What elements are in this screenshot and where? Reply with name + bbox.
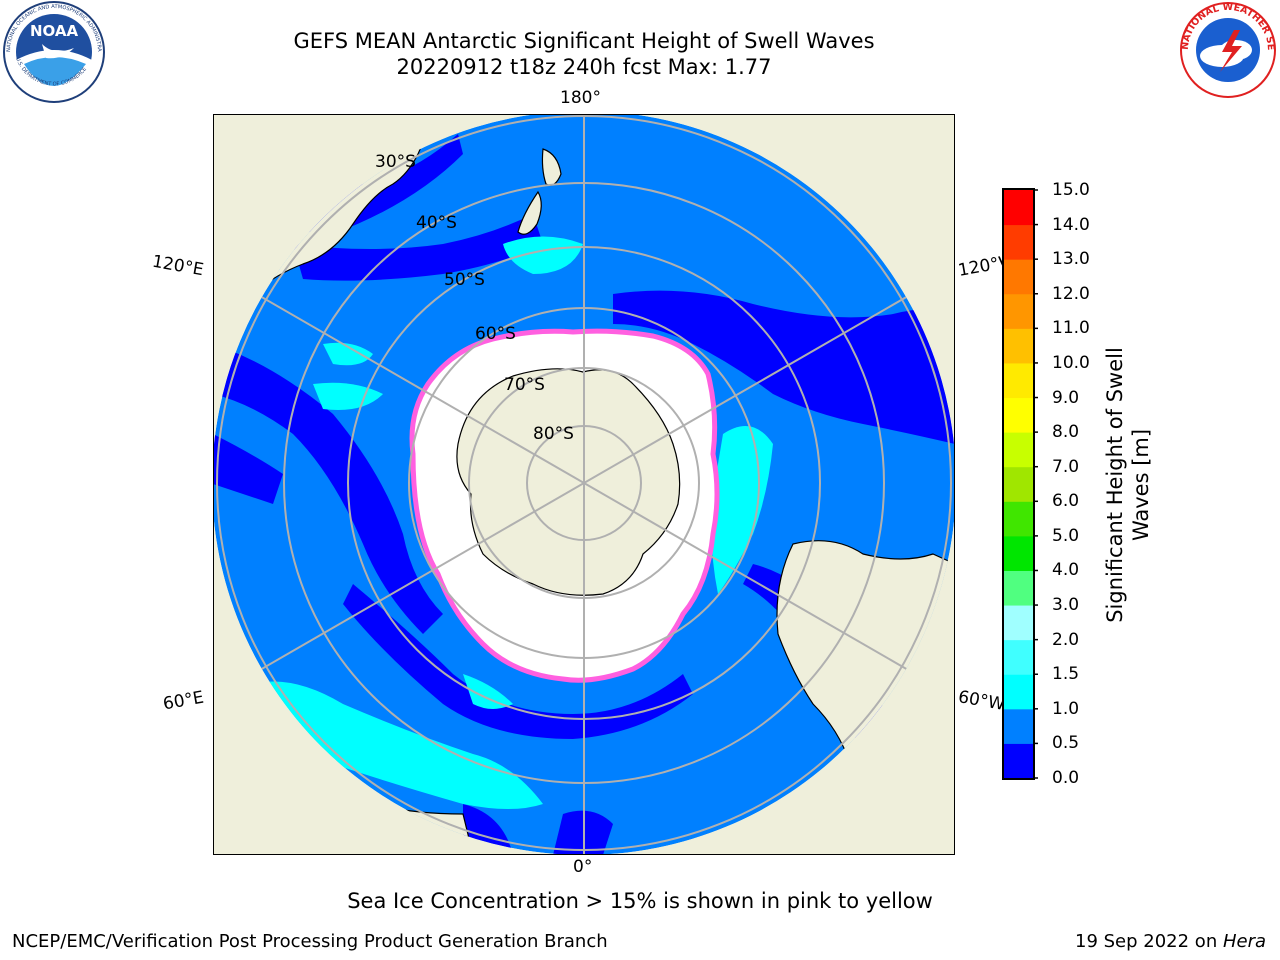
colorbar-tick-label: 4.0 bbox=[1052, 560, 1080, 581]
colorbar-tick-label: 0.5 bbox=[1052, 733, 1080, 754]
noaa-logo: NOAA NATIONAL OCEANIC AND ATMOSPHERIC AD… bbox=[2, 0, 105, 103]
colorbar-tick-label: 5.0 bbox=[1052, 525, 1080, 546]
lon-label-0: 0° bbox=[573, 857, 593, 877]
colorbar-tick-label: 13.0 bbox=[1052, 249, 1090, 270]
colorbar-tick-label: 1.5 bbox=[1052, 664, 1080, 685]
colorbar-tick-label: 14.0 bbox=[1052, 214, 1090, 235]
colorbar-tick-label: 6.0 bbox=[1052, 491, 1080, 512]
lat-label-50s: 50°S bbox=[444, 270, 485, 290]
footer-machine: Hera bbox=[1222, 931, 1266, 952]
colorbar-tick-label: 10.0 bbox=[1052, 352, 1090, 373]
sea-ice-caption: Sea Ice Concentration > 15% is shown in … bbox=[347, 889, 933, 913]
lat-label-40s: 40°S bbox=[416, 213, 457, 233]
meridian-lines bbox=[213, 114, 955, 855]
colorbar-tick-label: 3.0 bbox=[1052, 595, 1080, 616]
colorbar-tick-label: 12.0 bbox=[1052, 283, 1090, 304]
colorbar-band bbox=[1004, 674, 1033, 710]
title-line-2: 20220912 t18z 240h fcst Max: 1.77 bbox=[396, 55, 772, 79]
lon-label-60w: 60°W bbox=[956, 687, 1007, 715]
colorbar-band bbox=[1004, 328, 1033, 364]
colorbar-band bbox=[1004, 224, 1033, 260]
colorbar-band bbox=[1004, 432, 1033, 468]
lat-label-60s: 60°S bbox=[475, 324, 516, 344]
lat-label-70s: 70°S bbox=[504, 375, 545, 395]
colorbar-band bbox=[1004, 501, 1033, 537]
colorbar-band bbox=[1004, 639, 1033, 675]
colorbar-tick-label: 0.0 bbox=[1052, 768, 1080, 788]
lon-label-180: 180° bbox=[560, 88, 601, 108]
colorbar-band bbox=[1004, 190, 1033, 226]
colorbar bbox=[1002, 188, 1038, 780]
footer-branch: NCEP/EMC/Verification Post Processing Pr… bbox=[12, 931, 608, 952]
colorbar-band bbox=[1004, 362, 1033, 399]
footer-date: 19 Sep 2022 on Hera bbox=[1075, 931, 1266, 952]
colorbar-band bbox=[1004, 397, 1033, 433]
colorbar-tick-label: 2.0 bbox=[1052, 629, 1080, 650]
title-line-1: GEFS MEAN Antarctic Significant Height o… bbox=[293, 29, 875, 53]
colorbar-border bbox=[1002, 188, 1035, 780]
colorbar-tick-label: 1.0 bbox=[1052, 698, 1080, 719]
noaa-logo-text: NOAA bbox=[30, 22, 79, 40]
colorbar-band bbox=[1004, 605, 1033, 641]
colorbar-tick-label: 15.0 bbox=[1052, 180, 1090, 200]
colorbar-tick-label: 9.0 bbox=[1052, 387, 1080, 408]
lat-label-80s: 80°S bbox=[533, 424, 574, 444]
colorbar-band bbox=[1004, 570, 1033, 606]
lon-label-60e: 60°E bbox=[161, 687, 206, 715]
colorbar-label: Significant Height of Swell Waves [m] bbox=[1102, 347, 1154, 623]
lon-label-120e: 120°E bbox=[150, 251, 206, 281]
colorbar-band bbox=[1004, 708, 1033, 744]
colorbar-band bbox=[1004, 743, 1033, 779]
colorbar-band bbox=[1004, 293, 1033, 329]
nws-logo: NATIONAL WEATHER SERVICE bbox=[1178, 0, 1276, 98]
colorbar-tick-label: 8.0 bbox=[1052, 422, 1080, 443]
lat-label-30s: 30°S bbox=[375, 152, 416, 172]
colorbar-label-line2: Waves [m] bbox=[1129, 428, 1153, 542]
colorbar-label-line1: Significant Height of Swell bbox=[1103, 347, 1127, 623]
colorbar-band bbox=[1004, 259, 1033, 295]
colorbar-band bbox=[1004, 535, 1033, 571]
footer-date-text: 19 Sep 2022 on bbox=[1075, 931, 1223, 952]
polar-map bbox=[213, 114, 955, 855]
colorbar-tick-label: 7.0 bbox=[1052, 456, 1080, 477]
colorbar-band bbox=[1004, 466, 1033, 502]
colorbar-tick-label: 11.0 bbox=[1052, 318, 1090, 339]
